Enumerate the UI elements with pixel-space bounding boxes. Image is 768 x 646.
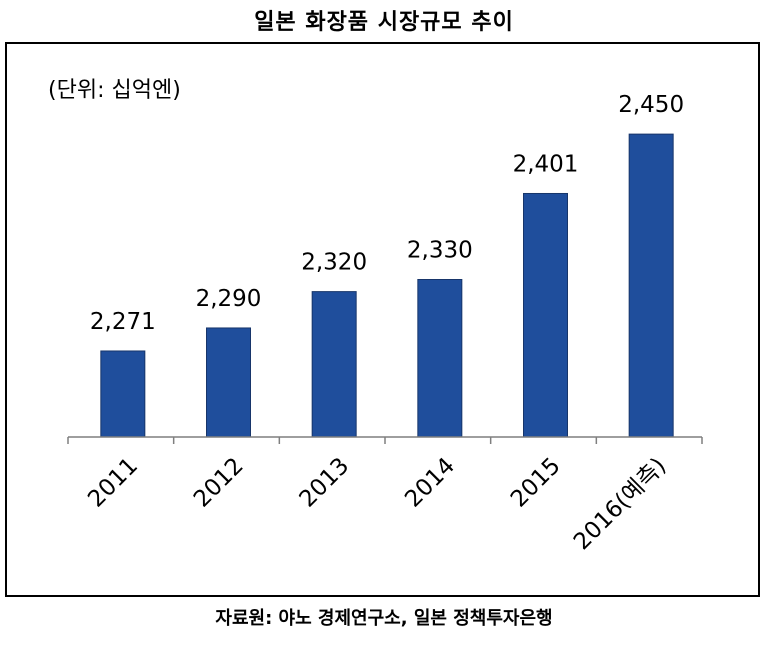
bar-2012: [206, 327, 251, 438]
data-label: 2,320: [301, 250, 367, 276]
source-note: 자료원: 야노 경제연구소, 일본 정책투자은행: [215, 608, 553, 629]
x-tick-label: 2013: [295, 453, 355, 513]
unit-label: (단위: 십억엔): [48, 78, 181, 103]
bar-2014: [417, 279, 463, 438]
chart-title: 일본 화장품 시장규모 추이: [254, 10, 514, 35]
x-tick-label: 2014: [400, 453, 460, 513]
x-tick-label: 2012: [189, 453, 249, 513]
bar-2011: [100, 350, 146, 438]
bar-2016(예측): [628, 133, 674, 438]
x-tick-label: 2016(예측): [569, 453, 671, 555]
data-label: 2,401: [513, 151, 579, 177]
data-label: 2,271: [90, 309, 156, 335]
bar-2013: [311, 291, 357, 438]
bar-2015: [523, 192, 568, 438]
data-label: 2,450: [618, 92, 684, 118]
data-label: 2,330: [407, 238, 473, 264]
x-tick-label: 2015: [506, 453, 566, 513]
data-label: 2,290: [196, 286, 262, 312]
x-tick-label: 2011: [83, 453, 143, 513]
